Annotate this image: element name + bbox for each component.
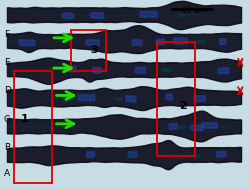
Polygon shape bbox=[7, 87, 242, 111]
Polygon shape bbox=[218, 67, 229, 74]
Text: B: B bbox=[4, 143, 10, 152]
Polygon shape bbox=[166, 93, 173, 100]
Polygon shape bbox=[179, 13, 184, 16]
Polygon shape bbox=[162, 68, 170, 71]
Polygon shape bbox=[78, 94, 95, 101]
Text: C: C bbox=[4, 115, 10, 124]
Polygon shape bbox=[169, 123, 177, 130]
Polygon shape bbox=[7, 111, 242, 142]
Polygon shape bbox=[191, 155, 200, 157]
Text: 1: 1 bbox=[21, 114, 29, 124]
Polygon shape bbox=[140, 11, 157, 18]
Polygon shape bbox=[177, 125, 184, 128]
Text: A: A bbox=[4, 169, 10, 178]
Polygon shape bbox=[197, 40, 204, 43]
Polygon shape bbox=[49, 67, 56, 70]
Polygon shape bbox=[7, 1, 242, 30]
Polygon shape bbox=[63, 98, 68, 101]
Polygon shape bbox=[93, 67, 101, 74]
Polygon shape bbox=[63, 12, 73, 19]
Polygon shape bbox=[91, 12, 104, 19]
Bar bbox=[71, 30, 106, 71]
Polygon shape bbox=[216, 151, 226, 157]
Polygon shape bbox=[220, 39, 226, 45]
Polygon shape bbox=[7, 141, 242, 170]
Polygon shape bbox=[7, 26, 242, 53]
Polygon shape bbox=[19, 39, 35, 46]
Text: E: E bbox=[4, 58, 10, 67]
Text: D: D bbox=[4, 86, 11, 95]
Text: 3: 3 bbox=[91, 45, 98, 55]
Polygon shape bbox=[194, 95, 205, 102]
Polygon shape bbox=[202, 122, 217, 129]
Polygon shape bbox=[173, 38, 187, 44]
Polygon shape bbox=[116, 97, 121, 100]
Polygon shape bbox=[64, 66, 76, 72]
Bar bbox=[14, 71, 52, 183]
Polygon shape bbox=[126, 96, 136, 102]
Polygon shape bbox=[128, 151, 137, 158]
Polygon shape bbox=[191, 125, 203, 131]
Polygon shape bbox=[86, 39, 99, 46]
Text: 2: 2 bbox=[179, 101, 187, 111]
Polygon shape bbox=[7, 58, 242, 84]
Polygon shape bbox=[156, 39, 165, 45]
Polygon shape bbox=[132, 39, 142, 46]
Text: 10 um: 10 um bbox=[182, 6, 206, 15]
Polygon shape bbox=[127, 154, 132, 157]
Polygon shape bbox=[87, 151, 95, 158]
Bar bbox=[157, 42, 195, 156]
Text: F: F bbox=[4, 29, 9, 39]
Polygon shape bbox=[135, 67, 145, 74]
